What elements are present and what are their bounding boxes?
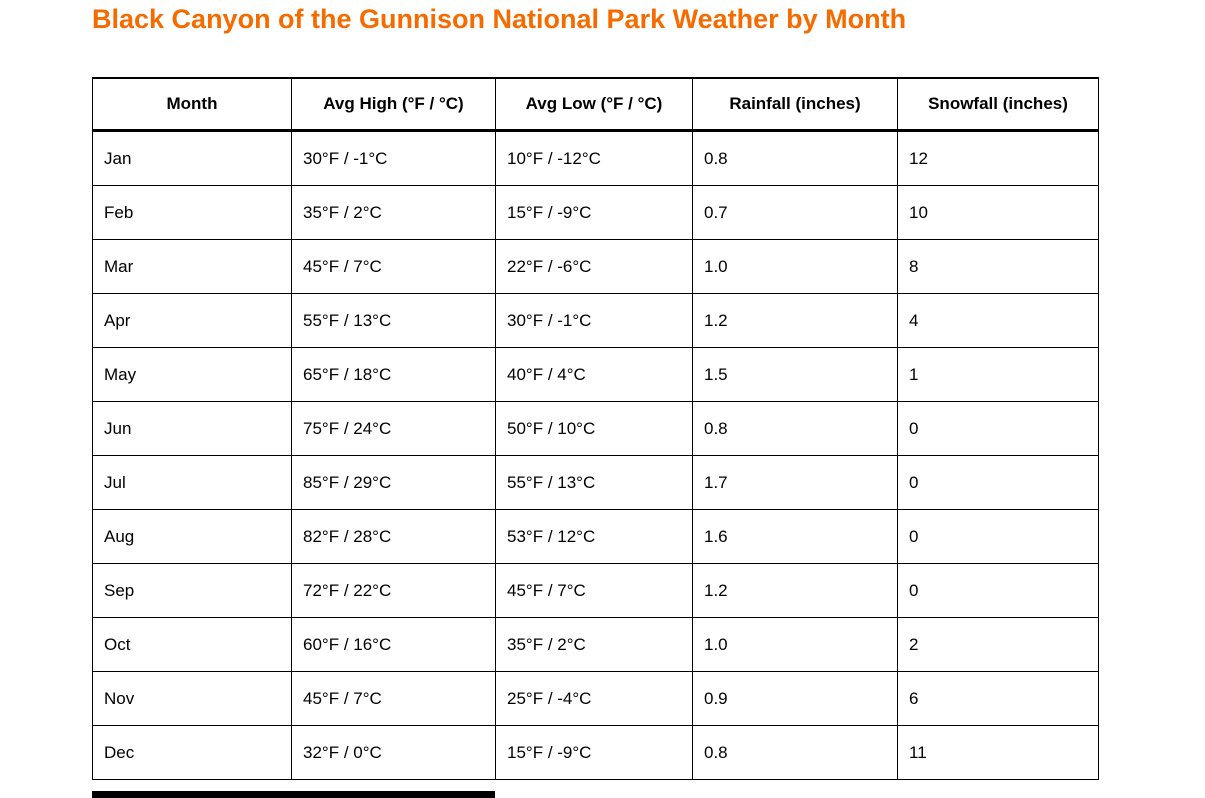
cell-avg_high: 60°F / 16°C [291,617,496,672]
cell-avg_high: 45°F / 7°C [291,239,496,294]
cell-rainfall: 0.8 [692,725,898,780]
table-row: Mar 45°F / 7°C 22°F / -6°C 1.0 8 [92,239,1099,294]
cell-snowfall: 0 [897,401,1099,456]
cell-avg_low: 40°F / 4°C [495,347,693,402]
cell-month: Dec [92,725,292,780]
table-bottom-border-fragment [92,791,495,798]
table-row: Feb 35°F / 2°C 15°F / -9°C 0.7 10 [92,185,1099,240]
table-row: Oct 60°F / 16°C 35°F / 2°C 1.0 2 [92,617,1099,672]
column-header-avg_high: Avg High (°F / °C) [291,77,496,132]
page-title: Black Canyon of the Gunnison National Pa… [92,4,907,34]
table-row: Jan 30°F / -1°C 10°F / -12°C 0.8 12 [92,130,1099,186]
table-row: Dec 32°F / 0°C 15°F / -9°C 0.8 11 [92,725,1099,780]
cell-snowfall: 10 [897,185,1099,240]
column-header-month: Month [92,77,292,132]
cell-avg_low: 22°F / -6°C [495,239,693,294]
cell-rainfall: 1.0 [692,617,898,672]
cell-rainfall: 1.0 [692,239,898,294]
cell-month: Jul [92,455,292,510]
cell-month: Oct [92,617,292,672]
cell-rainfall: 0.8 [692,401,898,456]
cell-snowfall: 11 [897,725,1099,780]
cell-rainfall: 1.7 [692,455,898,510]
table-header-row: Month Avg High (°F / °C) Avg Low (°F / °C)… [92,77,1099,132]
cell-month: Nov [92,671,292,726]
table-row: May 65°F / 18°C 40°F / 4°C 1.5 1 [92,347,1099,402]
cell-avg_high: 55°F / 13°C [291,293,496,348]
cell-snowfall: 4 [897,293,1099,348]
table-row: Jun 75°F / 24°C 50°F / 10°C 0.8 0 [92,401,1099,456]
cell-month: Sep [92,563,292,618]
weather-table: Month Avg High (°F / °C) Avg Low (°F / °C)… [92,77,1099,780]
cell-avg_high: 85°F / 29°C [291,455,496,510]
column-header-rainfall: Rainfall (inches) [692,77,898,132]
cell-avg_high: 65°F / 18°C [291,347,496,402]
cell-snowfall: 0 [897,455,1099,510]
cell-avg_low: 30°F / -1°C [495,293,693,348]
cell-month: Jun [92,401,292,456]
cell-avg_low: 10°F / -12°C [495,130,693,186]
column-header-avg_low: Avg Low (°F / °C) [495,77,693,132]
cell-avg_low: 50°F / 10°C [495,401,693,456]
cell-avg_high: 45°F / 7°C [291,671,496,726]
cell-snowfall: 1 [897,347,1099,402]
cell-avg_low: 35°F / 2°C [495,617,693,672]
cell-month: Aug [92,509,292,564]
cell-avg_low: 25°F / -4°C [495,671,693,726]
cell-avg_low: 15°F / -9°C [495,185,693,240]
cell-snowfall: 0 [897,509,1099,564]
cell-snowfall: 2 [897,617,1099,672]
table-row: Aug 82°F / 28°C 53°F / 12°C 1.6 0 [92,509,1099,564]
cell-rainfall: 1.6 [692,509,898,564]
table-row: Apr 55°F / 13°C 30°F / -1°C 1.2 4 [92,293,1099,348]
cell-avg_high: 35°F / 2°C [291,185,496,240]
cell-avg_high: 30°F / -1°C [291,130,496,186]
cell-rainfall: 0.9 [692,671,898,726]
cell-rainfall: 1.2 [692,563,898,618]
cell-month: May [92,347,292,402]
cell-avg_high: 72°F / 22°C [291,563,496,618]
cell-snowfall: 8 [897,239,1099,294]
cell-rainfall: 0.7 [692,185,898,240]
cell-avg_high: 75°F / 24°C [291,401,496,456]
cell-avg_high: 82°F / 28°C [291,509,496,564]
cell-rainfall: 0.8 [692,130,898,186]
cell-rainfall: 1.5 [692,347,898,402]
cell-avg_low: 53°F / 12°C [495,509,693,564]
cell-snowfall: 12 [897,130,1099,186]
cell-avg_high: 32°F / 0°C [291,725,496,780]
cell-month: Jan [92,130,292,186]
table-row: Nov 45°F / 7°C 25°F / -4°C 0.9 6 [92,671,1099,726]
cell-avg_low: 15°F / -9°C [495,725,693,780]
cell-snowfall: 0 [897,563,1099,618]
cell-month: Mar [92,239,292,294]
column-header-snowfall: Snowfall (inches) [897,77,1099,132]
cell-avg_low: 55°F / 13°C [495,455,693,510]
cell-rainfall: 1.2 [692,293,898,348]
cell-month: Feb [92,185,292,240]
cell-snowfall: 6 [897,671,1099,726]
table-row: Jul 85°F / 29°C 55°F / 13°C 1.7 0 [92,455,1099,510]
cell-month: Apr [92,293,292,348]
cell-avg_low: 45°F / 7°C [495,563,693,618]
table-row: Sep 72°F / 22°C 45°F / 7°C 1.2 0 [92,563,1099,618]
